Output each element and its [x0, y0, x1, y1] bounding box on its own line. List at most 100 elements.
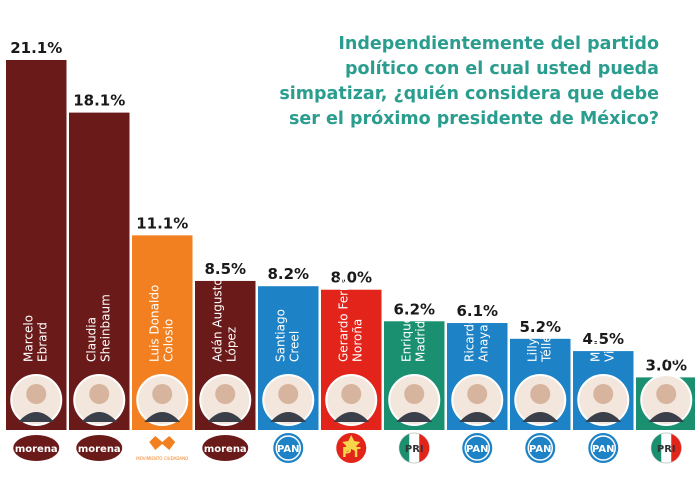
photo-face [26, 384, 47, 404]
photo-shoulders [207, 412, 244, 422]
candidate-name-line: Ricardo [462, 317, 476, 362]
value-label: 5.2% [519, 318, 561, 336]
candidate-name-line: Madrid [413, 321, 427, 362]
photo-shoulders [270, 412, 307, 422]
photo-face [404, 384, 425, 404]
bar-group: 21.1% MarceloEbrard [6, 39, 67, 430]
value-label: 6.1% [456, 302, 498, 320]
party-logo: morena [202, 435, 249, 461]
candidate-name: Claudia RuizMassieu [651, 288, 679, 362]
pri-red-segment [671, 434, 682, 462]
bar-group: 3.0%Claudia RuizMassieu [636, 288, 695, 430]
value-label: 8.2% [267, 265, 309, 283]
photo-face [152, 384, 173, 404]
candidate-name: MarceloEbrard [21, 315, 49, 362]
chart-title-line: simpatizar, ¿quién considera que debe [279, 84, 659, 104]
morena-logo-text: morena [204, 444, 247, 455]
bar-group: 6.2%Enrique de laMadrid [384, 283, 445, 430]
bar-group: 8.5%Adán AugustoLópez [195, 260, 256, 430]
value-label: 8.5% [204, 260, 246, 278]
candidate-name-line: Creel [287, 331, 301, 362]
party-logo: PRI [398, 432, 430, 464]
pan-logo-badge [462, 433, 493, 463]
photo-shoulders [18, 412, 55, 422]
candidate-name-line: Luis Donaldo [147, 285, 161, 362]
pan-logo-badge [525, 433, 556, 463]
candidate-name-line: Enrique de la [399, 283, 413, 362]
photo-face [215, 384, 236, 404]
candidate-name-line: Massieu [665, 313, 679, 362]
pt-star-icon [342, 435, 361, 452]
candidate-name: Enrique de laMadrid [399, 283, 427, 362]
chart-title-line: Independientemente del partido [338, 34, 659, 54]
candidate-name-line: Sheinbaum [98, 294, 112, 362]
pri-green-segment [651, 434, 662, 462]
photo-shoulders [333, 412, 370, 422]
bar-group: 4.5%MauricioVila [573, 311, 634, 430]
party-logo: PAN [462, 433, 493, 463]
photo-face [656, 384, 677, 404]
candidate-name-line: Gerardo Fernández [336, 247, 350, 362]
pan-logo-badge [273, 433, 304, 463]
party-logo: PAN [588, 433, 619, 463]
candidate-name: Adán AugustoLópez [210, 278, 238, 362]
bar [6, 60, 67, 430]
photo-face [593, 384, 614, 404]
candidate-name-line: Claudia [84, 317, 98, 362]
bar-group: 11.1% Luis DonaldoColosio [132, 214, 193, 430]
candidate-name-line: Marcelo [21, 315, 35, 362]
candidate-name-line: Adán Augusto [210, 278, 224, 362]
pri-green-segment [399, 434, 410, 462]
morena-logo-badge [76, 435, 123, 461]
photo-shoulders [81, 412, 118, 422]
pri-red-segment [419, 434, 430, 462]
candidate-name-line: Mauricio [588, 311, 602, 362]
morena-logo-text: morena [15, 444, 58, 455]
photo-shoulders [144, 412, 181, 422]
pan-logo-ring [464, 435, 490, 461]
candidate-name: LillyTéllez [525, 329, 553, 363]
chart-title-line: ser el próximo presidente de México? [288, 109, 659, 129]
candidate-name: RicardoAnaya [462, 317, 490, 362]
bar-group: 6.1%RicardoAnaya [447, 302, 508, 430]
morena-logo-text: morena [78, 444, 121, 455]
party-logo: PAN [525, 433, 556, 463]
pan-logo-ring [527, 435, 553, 461]
value-label: 3.0% [645, 356, 687, 374]
chart-title: Independientemente del partido político … [279, 32, 659, 132]
candidate-name-line: Santiago [273, 309, 287, 362]
bar-group: 5.2%LillyTéllez [510, 318, 571, 430]
value-label: 21.1% [10, 39, 62, 57]
photo-face [530, 384, 551, 404]
candidate-name-line: Ebrard [35, 322, 49, 362]
pan-logo-text: PAN [277, 444, 300, 455]
party-logo: morena [13, 435, 60, 461]
photo-face [89, 384, 110, 404]
party-logo: morena [76, 435, 123, 461]
photo-face [341, 384, 362, 404]
bar-group: 18.1% ClaudiaSheinbaum [69, 92, 130, 431]
pan-logo-badge [588, 433, 619, 463]
pan-logo-text: PAN [529, 444, 552, 455]
candidate-name: Luis DonaldoColosio [147, 285, 175, 362]
photo-shoulders [459, 412, 496, 422]
candidate-name-line: Vila [602, 340, 616, 362]
party-logo: PAN [273, 433, 304, 463]
morena-logo-badge [202, 435, 249, 461]
pri-logo-text: PRI [657, 444, 676, 455]
pan-logo-ring [590, 435, 616, 461]
candidate-name-line: Lilly [525, 338, 539, 362]
candidate-name-line: Claudia Ruiz [651, 288, 665, 362]
photo-shoulders [585, 412, 622, 422]
candidate-name-line: Noroña [350, 319, 364, 362]
photo-shoulders [648, 412, 685, 422]
party-logo: PRI [650, 432, 682, 464]
candidate-name: Gerardo FernándezNoroña [336, 247, 364, 362]
value-label: 6.2% [393, 300, 435, 318]
party-logo: MOVIMIENTO CIUDADANO [136, 433, 188, 463]
mc-eagle-icon [149, 436, 176, 450]
photo-shoulders [522, 412, 559, 422]
bar-group: 8.2% SantiagoCreel [258, 265, 319, 430]
mc-logo-text: MOVIMIENTO CIUDADANO [136, 456, 188, 461]
